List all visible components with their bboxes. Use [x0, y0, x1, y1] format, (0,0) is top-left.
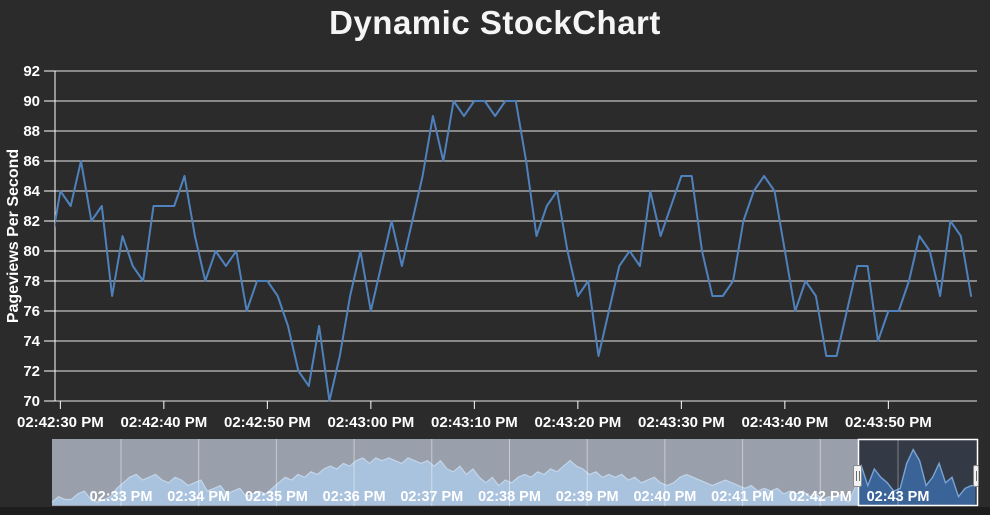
navigator-labels: 02:33 PM 02:34 PM 02:35 PM 02:36 PM 02:37 PM…: [90, 489, 930, 505]
nav-time-label: 02:36 PM: [323, 489, 386, 505]
y-tick-label: 80: [23, 243, 40, 260]
nav-time-label: 02:33 PM: [90, 489, 153, 505]
y-tick-label: 90: [23, 93, 40, 110]
axis-ticks: [44, 70, 889, 409]
navigator-masked-region[interactable]: [51, 439, 978, 506]
chart-title: Dynamic StockChart: [329, 4, 661, 41]
navigator-right-slider-handle[interactable]: [973, 465, 979, 487]
nav-time-label: 02:42 PM: [789, 489, 852, 505]
axis-labels: 92 90 88 86 84 82 80 78 76 74 72 70 02:42:30 PM 02:42…: [17, 63, 932, 431]
nav-time-label: 02:34 PM: [167, 489, 230, 505]
x-tick-label: 02:42:30 PM: [17, 414, 104, 431]
nav-time-label: 02:43 PM: [867, 489, 930, 505]
navigator-bottom-strip: [0, 507, 990, 515]
navigator-left-slider-handle[interactable]: [853, 465, 862, 487]
drag-handle-icon: [855, 471, 857, 481]
y-tick-label: 72: [23, 363, 40, 380]
x-tick-label: 02:43:30 PM: [638, 414, 725, 431]
x-tick-label: 02:43:00 PM: [327, 414, 414, 431]
y-tick-label: 74: [23, 333, 40, 350]
y-tick-label: 88: [23, 123, 40, 140]
x-tick-label: 02:42:40 PM: [120, 414, 207, 431]
series-line: [55, 100, 973, 402]
y-tick-label: 86: [23, 153, 40, 170]
nav-time-label: 02:35 PM: [245, 489, 308, 505]
nav-time-label: 02:41 PM: [711, 489, 774, 505]
y-tick-label: 92: [23, 63, 40, 80]
drag-handle-icon: [858, 471, 860, 481]
x-tick-label: 02:43:10 PM: [431, 414, 518, 431]
nav-time-label: 02:37 PM: [400, 489, 463, 505]
y-tick-label: 84: [23, 183, 40, 200]
nav-time-label: 02:39 PM: [556, 489, 619, 505]
x-tick-label: 02:42:50 PM: [224, 414, 311, 431]
navigator-selected-window[interactable]: [52, 439, 978, 506]
y-tick-label: 70: [23, 393, 40, 410]
y-tick-label: 76: [23, 303, 40, 320]
nav-time-label: 02:40 PM: [633, 489, 696, 505]
x-tick-label: 02:43:50 PM: [845, 414, 932, 431]
y-tick-label: 78: [23, 273, 40, 290]
y-tick-label: 82: [23, 213, 40, 230]
x-tick-label: 02:43:40 PM: [741, 414, 828, 431]
drag-handle-icon: [975, 471, 977, 481]
x-tick-label: 02:43:20 PM: [534, 414, 621, 431]
plot-gridlines: [55, 70, 977, 402]
nav-time-label: 02:38 PM: [478, 489, 541, 505]
